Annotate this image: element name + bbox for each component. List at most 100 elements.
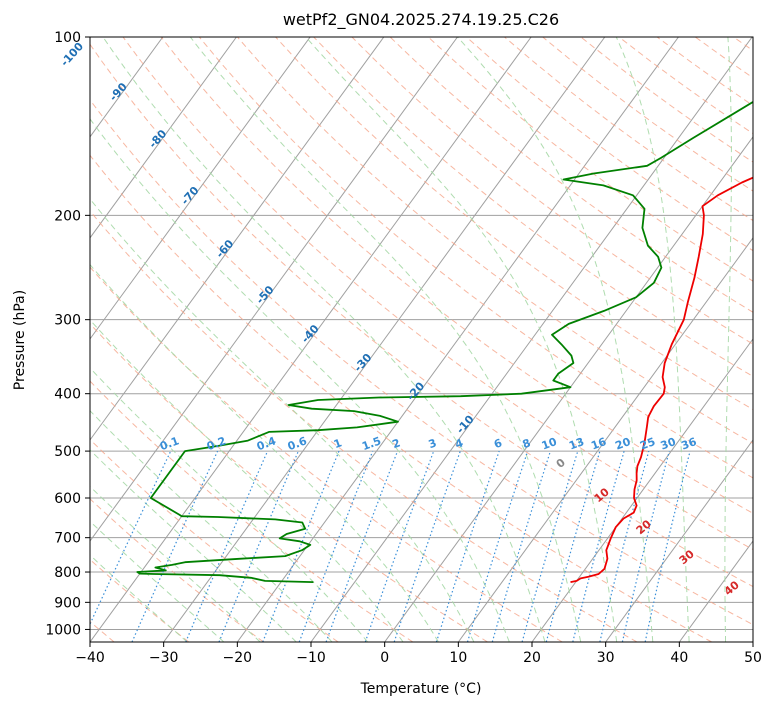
dry-adiabat-line — [90, 322, 488, 642]
mixing-ratio-line — [185, 450, 269, 642]
mixing-ratio-label: 20 — [614, 435, 633, 453]
dry-adiabat-line — [237, 37, 753, 444]
mixing-ratio-label: 4 — [453, 436, 465, 451]
dry-adiabat-line — [275, 37, 753, 411]
isotherm-line — [236, 37, 679, 642]
dry-adiabat-line — [90, 43, 753, 588]
dry-adiabat-line — [618, 37, 753, 135]
dry-adiabat-label: -30 — [351, 351, 374, 375]
y-tick-label: 500 — [54, 444, 81, 460]
dry-adiabat-line — [772, 37, 775, 642]
dry-adiabat-line — [90, 154, 712, 642]
dry-adiabat-line — [313, 37, 753, 378]
isotherm-line — [90, 37, 458, 542]
dry-adiabat-label: -90 — [107, 80, 130, 104]
mixing-ratio-line — [435, 450, 500, 642]
moist-adiabat-label: 30 — [677, 547, 697, 567]
isotherm-line — [457, 237, 753, 642]
x-tick-label: 40 — [670, 650, 688, 666]
dewpoint-line — [136, 100, 753, 583]
y-tick-label: 700 — [54, 531, 81, 547]
isotherm-line — [752, 641, 753, 642]
mixing-ratio-line — [298, 450, 374, 642]
mixing-ratio-line — [466, 450, 529, 642]
x-tick-label: 50 — [744, 650, 762, 666]
mixing-ratio-label: 0.2 — [205, 434, 228, 453]
dry-adiabat-line — [504, 37, 753, 222]
moist-adiabat-line — [102, 37, 546, 642]
dry-adiabat-line — [733, 37, 753, 52]
moist-adiabat-line — [457, 37, 654, 642]
mixing-ratio-line — [262, 450, 340, 642]
isotherm-line — [90, 37, 385, 441]
temperature-line — [570, 176, 753, 583]
dry-adiabat-line — [90, 380, 414, 642]
dry-adiabat-label: -10 — [454, 412, 477, 436]
dry-adiabat-label: -40 — [299, 322, 322, 346]
x-tick-label: −20 — [223, 650, 253, 666]
moist-adiabat-line — [90, 410, 333, 642]
mixing-ratio-label: 1 — [332, 436, 344, 451]
x-tick-label: 20 — [523, 650, 541, 666]
dry-adiabat-line — [695, 37, 753, 79]
isotherm-line — [90, 37, 311, 340]
mixing-ratio-line — [621, 450, 670, 642]
mixing-ratio-line — [131, 450, 219, 642]
moist-adiabat-line — [90, 520, 225, 642]
mixing-ratio-line — [325, 450, 399, 642]
x-tick-label: −30 — [149, 650, 179, 666]
moist-adiabat-line — [189, 37, 582, 642]
mixing-ratio-line — [364, 450, 435, 642]
mixing-ratio-label: 0.6 — [286, 434, 309, 453]
moist-adiabat-label: 0 — [554, 456, 568, 471]
mixing-ratio-line — [545, 450, 601, 642]
mixing-ratio-label: 25 — [638, 435, 657, 452]
mixing-ratio-line — [393, 450, 461, 642]
mixing-ratio-line — [491, 450, 551, 642]
x-tick-label: 30 — [597, 650, 615, 666]
isotherm-line — [90, 37, 532, 642]
mixing-ratio-label: 16 — [589, 435, 608, 453]
dry-adiabat-line — [90, 98, 753, 626]
isotherm-line — [531, 338, 753, 642]
mixing-ratio-line — [572, 450, 625, 642]
mixing-ratio-label: 8 — [521, 436, 533, 451]
x-tick-label: −40 — [75, 650, 105, 666]
dry-adiabat-line — [90, 210, 638, 642]
y-tick-label: 900 — [54, 595, 81, 611]
mixing-ratio-label: 30 — [659, 435, 678, 453]
dry-adiabat-label: -20 — [404, 379, 427, 403]
mixing-ratio-line — [218, 450, 299, 642]
moist-adiabat-line — [90, 449, 297, 642]
mixing-ratio-line — [90, 450, 172, 626]
y-tick-label: 400 — [54, 387, 81, 403]
y-tick-label: 200 — [54, 208, 81, 224]
y-tick-label: 600 — [54, 491, 81, 507]
mixing-ratio-label: 3 — [427, 436, 439, 451]
x-tick-label: −10 — [296, 650, 326, 666]
moist-adiabat-line — [90, 198, 475, 642]
dry-adiabat-line — [122, 37, 753, 551]
dry-adiabat-line — [90, 558, 190, 642]
dry-adiabat-line — [389, 37, 753, 313]
moist-adiabat-line — [90, 319, 404, 642]
moist-adiabat-line — [724, 37, 732, 642]
isotherm-line — [163, 37, 606, 642]
dry-adiabat-line — [90, 438, 339, 642]
dry-adiabat-label: -60 — [213, 237, 236, 261]
label-layer: -100-90-80-70-60-50-40-30-20-10010203040… — [58, 40, 742, 599]
grid-layer — [90, 37, 775, 642]
moist-adiabat-line — [305, 37, 618, 642]
dry-adiabat-line — [160, 37, 753, 514]
dry-adiabat-line — [542, 37, 753, 192]
isotherm-line — [605, 439, 753, 642]
dry-adiabat-line — [90, 266, 563, 642]
dry-adiabat-label: -50 — [254, 283, 277, 307]
y-axis-label: Pressure (hPa) — [12, 290, 28, 390]
isotherm-line — [90, 37, 237, 239]
y-tick-label: 1000 — [45, 622, 81, 638]
mixing-ratio-label: 0.1 — [158, 434, 181, 453]
dry-adiabat-line — [427, 37, 753, 282]
plot-frame — [89, 36, 754, 643]
